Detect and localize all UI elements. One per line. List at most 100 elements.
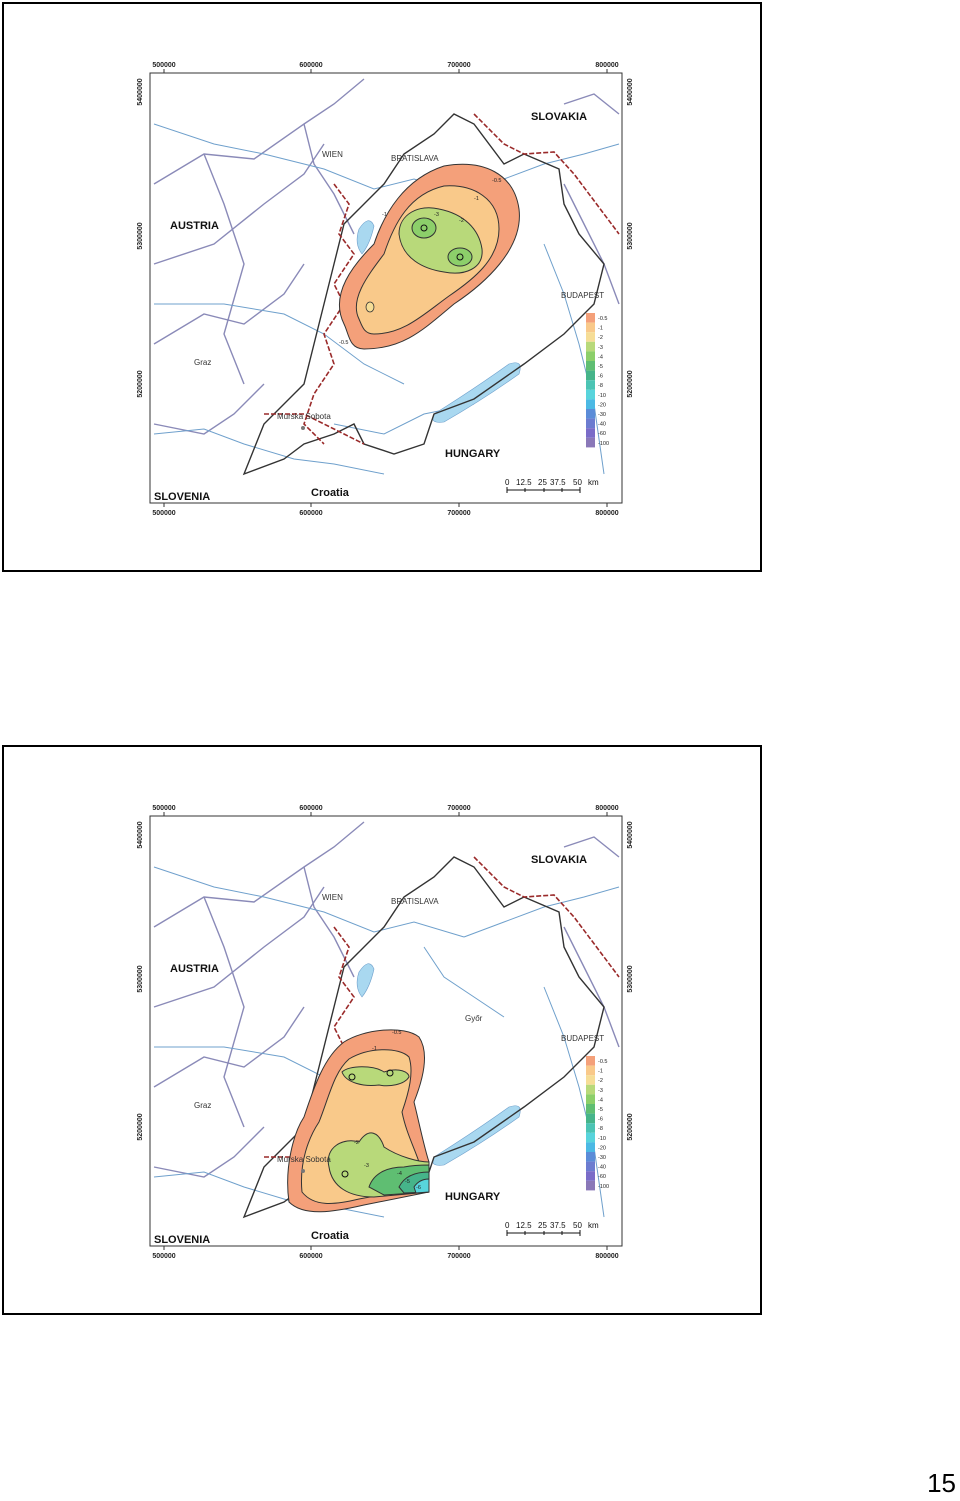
contour-zone-4	[447, 247, 473, 267]
contour-label: -2	[354, 1140, 359, 1146]
legend: -0.5 -1 -2 -3 -4 -5 -6 -8 -10 -20 -30 -40 -60 -100	[586, 313, 609, 448]
legend: -0.5 -1 -2 -3 -4 -5 -6 -8 -10 -20 -30 -40 -60 -100	[586, 1056, 609, 1191]
contour-peak	[420, 224, 428, 232]
contour-label: -1	[382, 212, 387, 218]
legend-label: -10	[598, 393, 606, 399]
axis-top-label: 700000	[447, 62, 470, 69]
legend-swatch	[586, 1065, 595, 1076]
legend-swatch	[586, 332, 595, 342]
page-number: 15	[927, 1468, 956, 1498]
contour-zone-4	[411, 217, 437, 239]
axis-right-label: 5200000	[627, 370, 634, 397]
country-label: HUNGARY	[445, 1191, 501, 1203]
contour-label: -5	[405, 1179, 410, 1185]
axis-left-label: 5200000	[137, 370, 144, 397]
city-label: Murska Sobota	[277, 412, 331, 421]
legend-label: -4	[598, 1097, 603, 1103]
country-label: AUSTRIA	[170, 963, 219, 975]
scale-bar: 0 12.5 25 37.5 50 km	[505, 478, 599, 493]
scale-bar: 0 12.5 25 37.5 50 km	[505, 1221, 599, 1236]
scale-label: 50	[573, 478, 582, 487]
axis-top-label: 800000	[595, 62, 618, 69]
city-label: Graz	[194, 1101, 211, 1110]
legend-label: -4	[598, 354, 603, 360]
legend-label: -60	[598, 1174, 606, 1180]
contour-label: -6	[416, 1185, 421, 1191]
city-label: Murska Sobota	[277, 1155, 331, 1164]
city-label: BUDAPEST	[561, 291, 604, 300]
legend-label: -2	[598, 1078, 603, 1084]
city-label: BUDAPEST	[561, 1034, 604, 1043]
legend-label: -0.5	[598, 316, 607, 322]
legend-swatch	[586, 1104, 595, 1114]
contour-label: -0.5	[339, 340, 348, 346]
contour-peak	[348, 1073, 356, 1081]
legend-label: -3	[598, 1088, 603, 1094]
contour-label: -0.5	[492, 178, 501, 184]
road-network	[153, 78, 620, 435]
legend-label: -8	[598, 383, 603, 389]
legend-label: -0.5	[598, 1059, 607, 1065]
legend-swatch	[586, 1056, 595, 1066]
lake-balaton	[432, 362, 521, 423]
scale-unit: km	[588, 478, 599, 487]
legend-label: -5	[598, 1107, 603, 1113]
legend-swatch	[586, 1075, 595, 1085]
legend-label: -100	[598, 441, 609, 447]
city-label: BRATISLAVA	[391, 897, 439, 906]
lake-balaton	[432, 1105, 521, 1166]
map-1: 500000 600000 700000 800000 500000 60000…	[137, 62, 634, 517]
contour-zone-2	[365, 301, 375, 313]
city-dot	[301, 1169, 305, 1173]
axis-top-label: 600000	[299, 62, 322, 69]
legend-label: -1	[598, 326, 603, 332]
legend-swatch	[586, 1084, 595, 1095]
legend-label: -2	[598, 335, 603, 341]
contour-zone-10	[413, 1178, 430, 1194]
scale-label: 37.5	[550, 1221, 566, 1230]
legend-label: -100	[598, 1184, 609, 1190]
legend-swatch	[586, 313, 595, 323]
axis-top-label: 500000	[152, 62, 175, 69]
legend-label: -1	[598, 1069, 603, 1075]
axis-bottom-label: 800000	[595, 510, 618, 517]
scale-label: 12.5	[516, 478, 532, 487]
contour-peak	[456, 253, 464, 261]
legend-swatch	[586, 409, 595, 419]
country-label: Croatia	[311, 1230, 350, 1242]
legend-label: -30	[598, 1155, 606, 1161]
contour-label: -3	[434, 212, 439, 218]
map-2: 500000 600000 700000 800000 500000 60000…	[137, 805, 634, 1260]
city-label: WIEN	[322, 893, 343, 902]
legend-label: -30	[598, 412, 606, 418]
legend-swatch	[586, 1180, 595, 1191]
legend-label: -3	[598, 345, 603, 351]
axis-left-label: 5400000	[137, 78, 144, 105]
lake-neusiedl	[356, 963, 375, 998]
legend-swatch	[586, 351, 595, 361]
country-label: SLOVAKIA	[531, 111, 587, 123]
axis-top-label: 700000	[447, 805, 470, 812]
legend-swatch	[586, 1123, 595, 1133]
tick-marks	[163, 69, 608, 507]
contour-label: -2	[459, 218, 464, 224]
scale-label: 0	[505, 478, 510, 487]
axis-bottom-label: 500000	[152, 510, 175, 517]
axis-right-label: 5400000	[627, 821, 634, 848]
legend-swatch	[586, 428, 595, 438]
axis-bottom-label: 700000	[447, 510, 470, 517]
country-label: SLOVENIA	[154, 1234, 210, 1246]
axis-right-label: 5200000	[627, 1113, 634, 1140]
contour-label: -4	[397, 1171, 402, 1177]
legend-swatch	[586, 1171, 595, 1181]
axis-bottom-label: 800000	[595, 1253, 618, 1260]
axis-bottom-label: 600000	[299, 510, 322, 517]
legend-swatch	[586, 341, 595, 352]
axis-right-label: 5300000	[627, 965, 634, 992]
legend-swatch	[586, 1142, 595, 1152]
axis-top-label: 500000	[152, 805, 175, 812]
scale-label: 25	[538, 1221, 547, 1230]
axis-left-label: 5300000	[137, 965, 144, 992]
city-label: BRATISLAVA	[391, 154, 439, 163]
contour-label: -0.5	[392, 1030, 401, 1036]
